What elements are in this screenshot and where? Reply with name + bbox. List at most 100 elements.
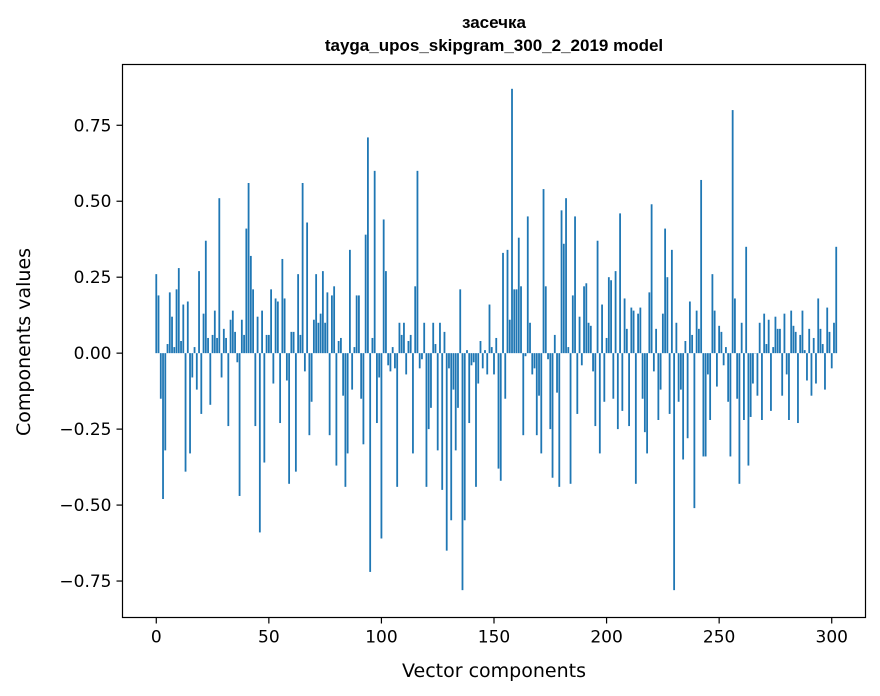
bar [225, 337, 227, 354]
bar [479, 341, 482, 354]
y-axis-ticks: −0.75 −0.50 −0.25 0.00 0.25 0.50 0.75 [59, 116, 123, 592]
bar [783, 313, 786, 354]
bar [533, 353, 536, 369]
bar [292, 331, 295, 354]
bar [648, 292, 651, 354]
bar [547, 353, 549, 360]
bar [740, 322, 743, 354]
bar [499, 353, 502, 481]
bar [729, 353, 732, 457]
bar [535, 353, 538, 436]
bar [475, 353, 477, 487]
bar [330, 295, 333, 354]
bar [423, 322, 426, 354]
bar [261, 310, 263, 354]
bar [209, 353, 212, 405]
bar [405, 353, 408, 375]
y-tick-label: −0.25 [59, 420, 111, 440]
bar [542, 189, 545, 354]
bar [283, 298, 286, 354]
bar [821, 344, 824, 354]
bar [387, 353, 390, 366]
bar [306, 222, 309, 354]
bar [706, 353, 709, 375]
bar [443, 331, 446, 354]
bar [382, 219, 385, 354]
bar [166, 344, 169, 354]
bar [797, 353, 799, 424]
bar [632, 310, 635, 354]
x-tick-label: 50 [258, 628, 280, 648]
bar [204, 240, 207, 354]
bar [340, 337, 342, 354]
bar [448, 353, 450, 369]
y-tick-label: 0.00 [74, 344, 112, 364]
bar [380, 353, 383, 539]
bar [276, 301, 279, 354]
bar [785, 353, 788, 375]
bar [738, 353, 741, 484]
bar [155, 274, 158, 354]
bar [279, 353, 282, 424]
y-tick-label: −0.75 [59, 572, 111, 592]
bar [612, 353, 615, 399]
bar [826, 307, 829, 354]
bar [756, 353, 759, 396]
bar [772, 347, 775, 354]
bar [452, 353, 455, 390]
bar [493, 353, 495, 375]
bar [589, 325, 592, 354]
bar [252, 289, 254, 354]
bar [601, 304, 603, 354]
bar [434, 344, 437, 354]
bar [686, 353, 689, 439]
bar [788, 353, 790, 420]
bar [727, 353, 730, 402]
bar [263, 353, 266, 463]
bar [661, 313, 664, 354]
bar [218, 198, 221, 354]
bar [396, 353, 399, 487]
bar [763, 313, 766, 354]
bar-series [155, 88, 838, 591]
bar [299, 334, 302, 354]
x-axis-label: Vector components [402, 660, 586, 682]
bar [682, 353, 685, 460]
bar [281, 258, 284, 354]
bar [373, 170, 376, 354]
bar [270, 289, 272, 354]
bar [646, 353, 648, 454]
bar [319, 313, 322, 354]
bar [677, 353, 680, 402]
bar [551, 353, 554, 478]
bar [409, 334, 412, 354]
bar [799, 334, 802, 354]
bar [623, 298, 626, 354]
bar [414, 286, 417, 354]
bar [488, 304, 491, 354]
bar [716, 353, 718, 387]
bar [486, 353, 489, 375]
bar [240, 319, 243, 354]
bar [258, 353, 261, 533]
bar [621, 353, 624, 411]
bar [517, 237, 520, 354]
bar [457, 353, 459, 408]
bar [628, 353, 630, 427]
bar [747, 353, 750, 466]
bar [344, 353, 347, 487]
bar [227, 353, 230, 427]
bar [592, 353, 594, 372]
bar [231, 310, 234, 354]
bar [412, 353, 414, 454]
y-tick-label: −0.50 [59, 496, 111, 516]
bar [394, 353, 396, 369]
bar [186, 301, 189, 354]
bar [637, 313, 639, 354]
bar [171, 316, 173, 354]
bar [301, 183, 304, 354]
bar [810, 353, 813, 396]
bar [360, 353, 363, 399]
bar [616, 353, 619, 430]
bar [630, 307, 633, 354]
